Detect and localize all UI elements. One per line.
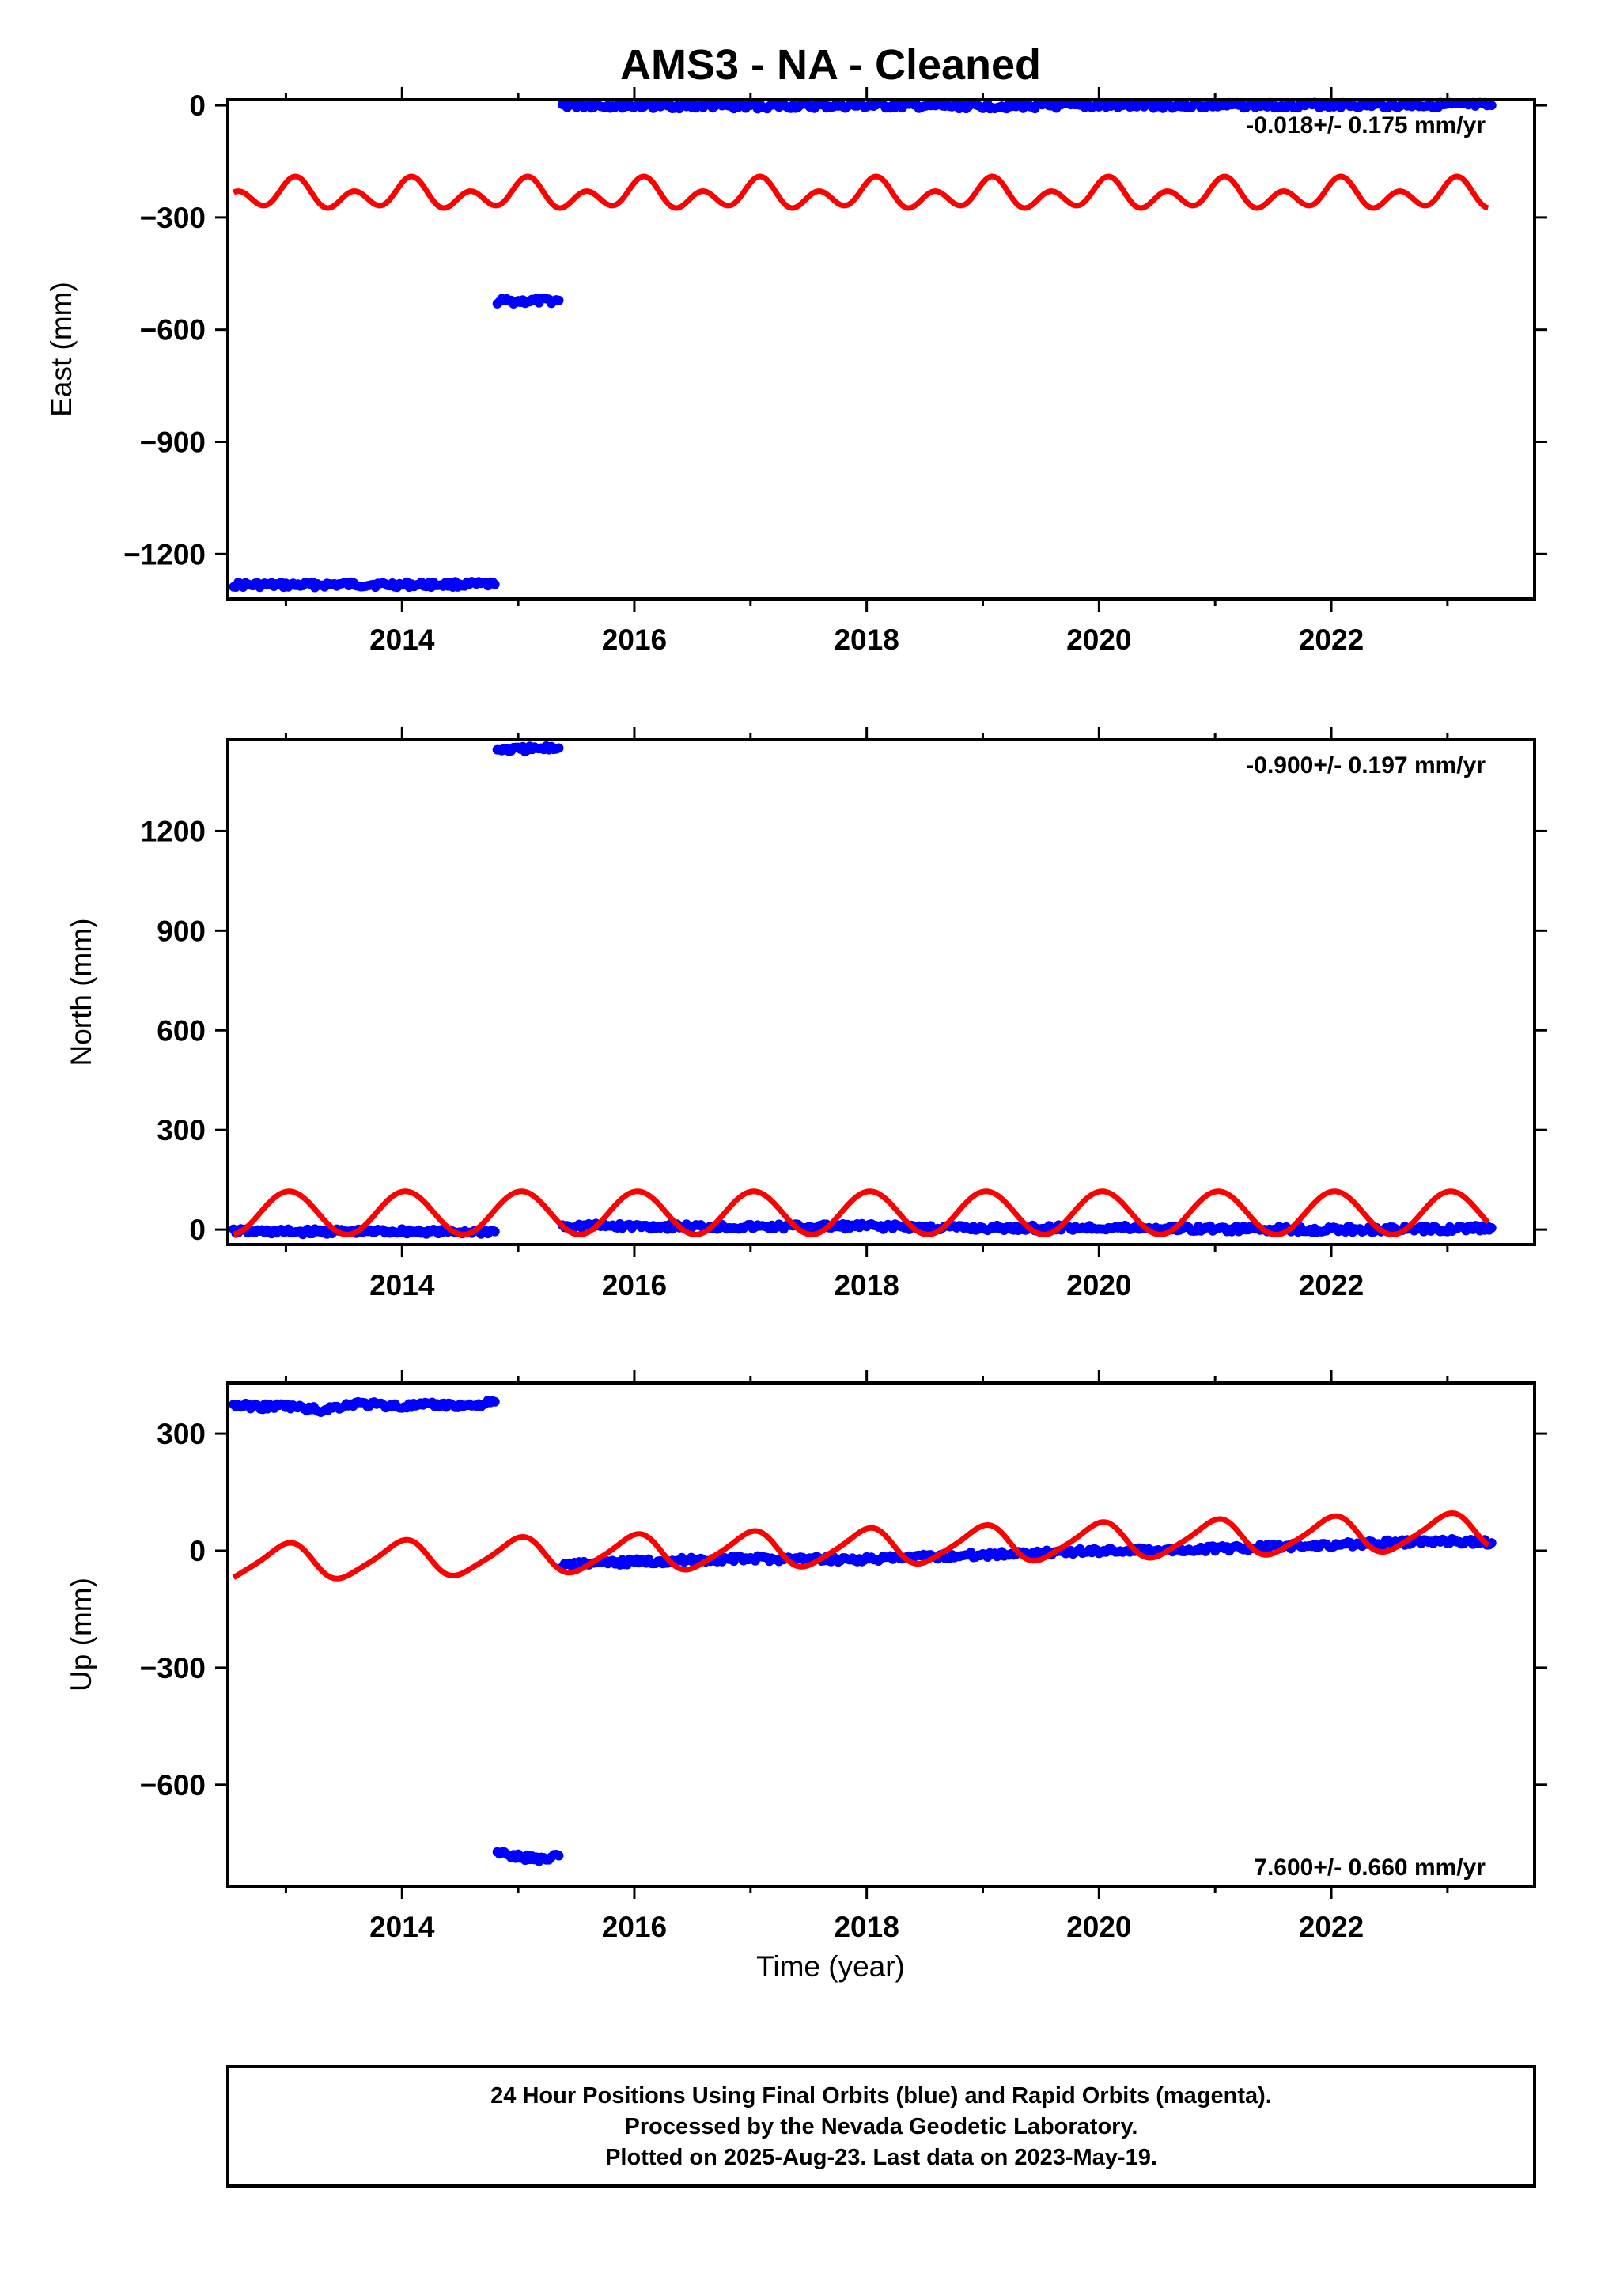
- east-x-tick-label: 2020: [1066, 623, 1131, 656]
- up-final-point: [554, 1851, 564, 1861]
- north-x-tick-label: 2020: [1066, 1269, 1131, 1301]
- chart-title: AMS3 - NA - Cleaned: [620, 41, 1041, 89]
- north-y-tick-label: 600: [157, 1014, 206, 1047]
- north-model-curve: [232, 1188, 1490, 1237]
- east-x-tick-label: 2014: [369, 623, 435, 656]
- north-x-tick-label: 2022: [1299, 1269, 1364, 1301]
- up-y-tick-label: 300: [157, 1418, 206, 1450]
- up-final-point: [1486, 1538, 1497, 1548]
- up-panel: 300 0 −300 −600 2014 2016 2018 2020 2022 Up (mm) 7…: [65, 1370, 1547, 1943]
- up-y-tick-label: 0: [189, 1535, 206, 1567]
- north-y-tick-label: 1200: [141, 815, 206, 847]
- up-model-curve: [232, 1510, 1490, 1582]
- caption-line-1: 24 Hour Positions Using Final Orbits (bl…: [490, 2083, 1272, 2108]
- east-final-points: [229, 97, 1497, 593]
- east-final-point: [554, 295, 564, 305]
- east-y-tick-label: −300: [140, 202, 206, 234]
- east-y-axis-label: East (mm): [45, 282, 78, 417]
- north-final-points: [229, 741, 1497, 1240]
- caption-line-2: Processed by the Nevada Geodetic Laborat…: [625, 2114, 1138, 2139]
- up-plot-frame: [226, 1381, 1536, 1888]
- up-x-tick-label: 2014: [369, 1911, 435, 1943]
- east-x-tick-label: 2022: [1299, 623, 1364, 656]
- east-x-tick-label: 2016: [602, 623, 667, 656]
- up-final-point: [490, 1396, 500, 1407]
- north-panel: 0 300 600 900 1200 2014 2016 2018 2020 2022 North …: [65, 727, 1547, 1301]
- up-y-tick-label: −300: [140, 1652, 206, 1684]
- up-x-tick-label: 2018: [834, 1911, 899, 1943]
- east-final-point: [490, 579, 500, 589]
- caption-box: 24 Hour Positions Using Final Orbits (bl…: [226, 2065, 1536, 2188]
- up-y-axis-label: Up (mm): [65, 1578, 97, 1692]
- east-rate-annotation: -0.018+/- 0.175 mm/yr: [1246, 112, 1486, 138]
- up-rate-annotation: 7.600+/- 0.660 mm/yr: [1254, 1855, 1486, 1881]
- north-x-tick-label: 2014: [369, 1269, 435, 1301]
- x-axis-label: Time (year): [756, 1950, 905, 1983]
- north-plot-frame: [226, 738, 1536, 1246]
- east-panel: 0 −300 −600 −900 −1200 2014 2016 2018 2020 2022 Ea…: [45, 87, 1547, 656]
- up-x-tick-label: 2016: [602, 1911, 667, 1943]
- north-x-tick-label: 2018: [834, 1269, 899, 1301]
- up-final-points: [229, 1396, 1497, 1866]
- north-final-point: [554, 743, 564, 753]
- east-final-point: [1486, 100, 1497, 111]
- east-y-tick-label: −600: [140, 314, 206, 347]
- north-y-tick-label: 300: [157, 1114, 206, 1146]
- north-final-point: [1486, 1223, 1497, 1233]
- north-x-tick-label: 2016: [602, 1269, 667, 1301]
- north-rate-annotation: -0.900+/- 0.197 mm/yr: [1246, 752, 1486, 779]
- north-y-tick-label: 0: [189, 1214, 206, 1246]
- east-y-tick-label: −1200: [123, 538, 206, 570]
- north-y-tick-label: 900: [157, 915, 206, 947]
- east-y-tick-label: −900: [140, 426, 206, 458]
- up-x-tick-label: 2020: [1066, 1911, 1131, 1943]
- north-final-point: [490, 1226, 500, 1237]
- east-y-tick-label: 0: [189, 89, 206, 122]
- up-x-tick-label: 2022: [1299, 1911, 1364, 1943]
- east-plot-frame: [226, 98, 1536, 601]
- north-y-axis-label: North (mm): [65, 918, 97, 1066]
- east-model-curve: [232, 173, 1490, 211]
- east-x-tick-label: 2018: [834, 623, 899, 656]
- caption-line-3: Plotted on 2025-Aug-23. Last data on 202…: [605, 2145, 1157, 2170]
- up-y-tick-label: −600: [140, 1769, 206, 1802]
